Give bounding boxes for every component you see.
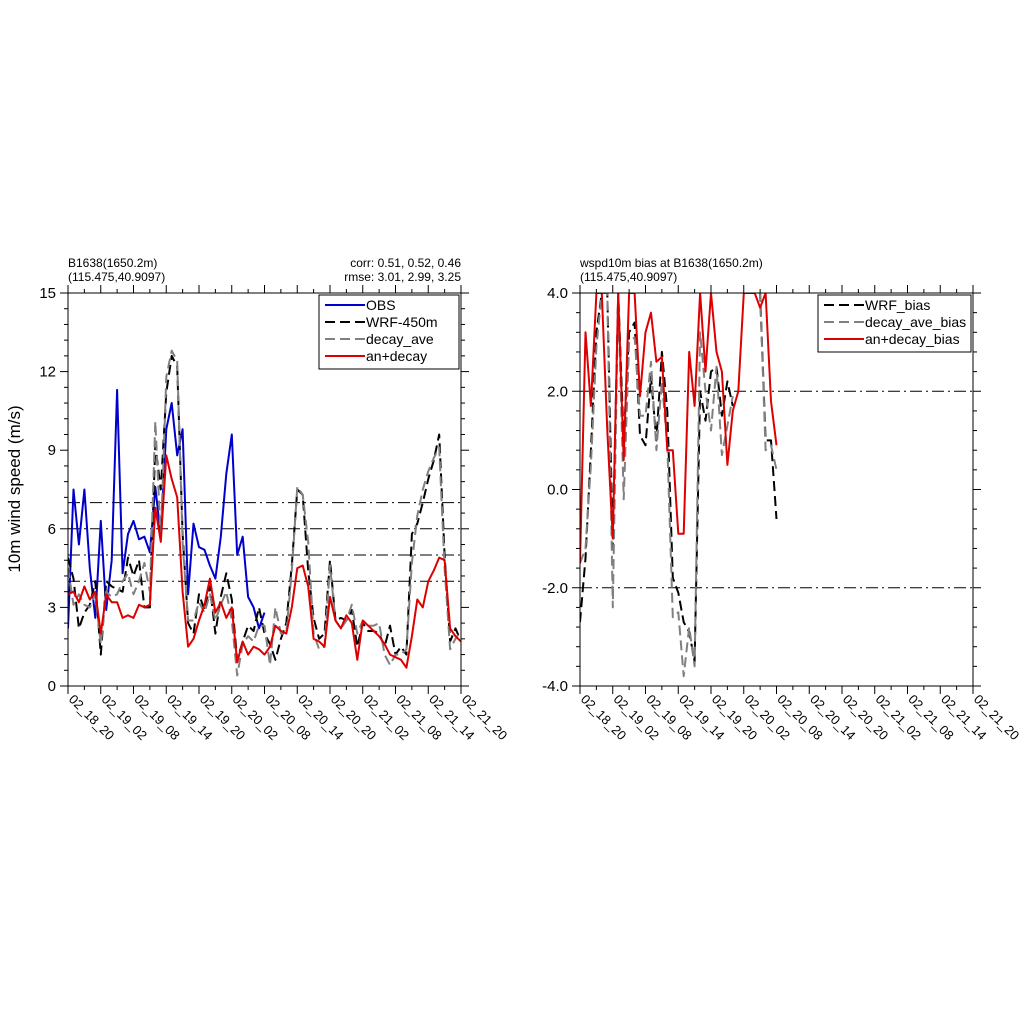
y-tick-label: 0.0 <box>547 482 568 499</box>
y-tick-label: 3 <box>48 599 56 616</box>
series-line <box>580 293 734 678</box>
title-left: wspd10m bias at B1638(1650.2m) <box>579 256 763 270</box>
y-tick-label: 15 <box>39 285 56 302</box>
title-left: B1638(1650.2m) <box>68 256 157 270</box>
y-tick-label: 4.0 <box>547 285 568 302</box>
series-an+decay_bias <box>580 293 778 564</box>
y-tick-label: 6 <box>48 521 56 538</box>
y-axis-label: 10m wind speed (m/s) <box>5 405 24 572</box>
title-right: rmse: 3.01, 2.99, 3.25 <box>344 270 461 284</box>
y-tick-label: -4.0 <box>542 678 568 695</box>
legend-label: OBS <box>366 297 396 313</box>
y-tick-label: 2.0 <box>547 383 568 400</box>
legend-label: WRF-450m <box>366 314 438 330</box>
title-left: (115.475,40.9097) <box>580 270 677 284</box>
legend-label: decay_ave_bias <box>865 314 966 330</box>
series-an+decay <box>68 454 461 669</box>
series-line <box>743 293 778 520</box>
series-line <box>68 349 461 677</box>
series-line <box>68 454 461 669</box>
series-line <box>743 293 778 471</box>
legend-label: decay_ave <box>366 331 434 347</box>
series-OBS <box>68 388 266 630</box>
series-line <box>68 388 266 630</box>
y-tick-label: 0 <box>48 678 56 695</box>
series-decay_ave <box>68 349 461 677</box>
series-line <box>580 293 734 663</box>
legend-label: an+decay_bias <box>865 331 960 347</box>
series-decay_ave_bias <box>580 293 778 678</box>
legend-label: WRF_bias <box>865 297 930 313</box>
series-line <box>580 293 778 564</box>
legend-label: an+decay <box>366 348 427 364</box>
y-tick-label: 12 <box>39 364 56 381</box>
y-tick-label: 9 <box>48 442 56 459</box>
y-tick-label: -2.0 <box>542 580 568 597</box>
title-right: corr: 0.51, 0.52, 0.46 <box>350 256 461 270</box>
title-left: (115.475,40.9097) <box>68 270 165 284</box>
